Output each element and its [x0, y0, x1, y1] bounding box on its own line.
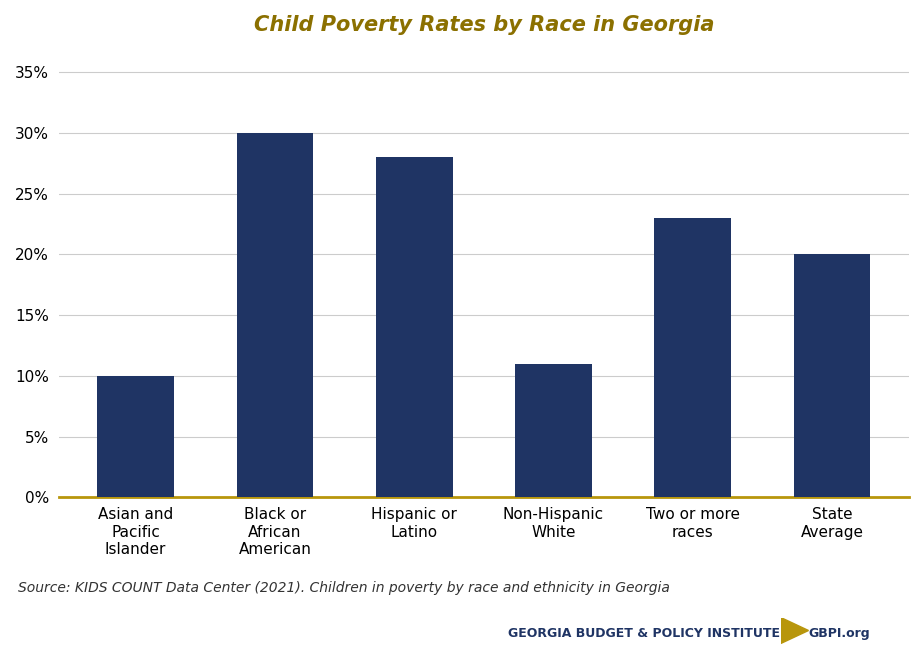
- Bar: [97, 376, 174, 497]
- Bar: [516, 364, 591, 497]
- Bar: [654, 218, 731, 497]
- Bar: [794, 254, 870, 497]
- Polygon shape: [781, 618, 808, 644]
- Text: GEORGIA BUDGET & POLICY INSTITUTE: GEORGIA BUDGET & POLICY INSTITUTE: [508, 627, 780, 640]
- Title: Child Poverty Rates by Race in Georgia: Child Poverty Rates by Race in Georgia: [253, 15, 714, 35]
- Bar: [237, 133, 313, 497]
- Text: GBPI.org: GBPI.org: [808, 627, 870, 640]
- Bar: [376, 157, 453, 497]
- Text: Source: KIDS COUNT Data Center (2021). Children in poverty by race and ethnicity: Source: KIDS COUNT Data Center (2021). C…: [18, 580, 670, 595]
